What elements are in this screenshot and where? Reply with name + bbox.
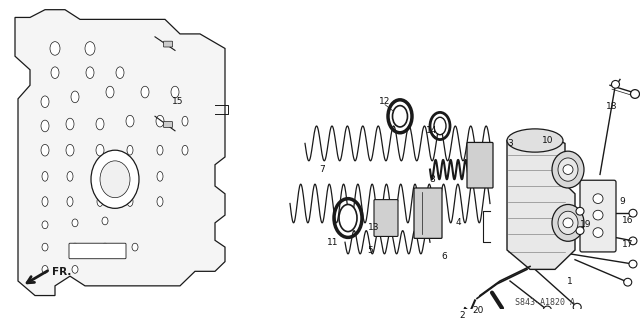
Ellipse shape — [67, 197, 73, 206]
Circle shape — [624, 278, 632, 286]
Circle shape — [629, 260, 637, 268]
Circle shape — [611, 80, 620, 88]
Circle shape — [563, 218, 573, 228]
Circle shape — [630, 90, 639, 98]
Text: 2: 2 — [459, 311, 465, 319]
Text: 7: 7 — [319, 165, 325, 174]
Ellipse shape — [102, 217, 108, 225]
Ellipse shape — [96, 118, 104, 130]
Circle shape — [629, 209, 637, 217]
Ellipse shape — [127, 145, 133, 155]
Text: 15: 15 — [172, 97, 184, 106]
Ellipse shape — [67, 172, 73, 181]
Text: 9: 9 — [619, 197, 625, 206]
Text: S843-A1820 A: S843-A1820 A — [515, 298, 575, 307]
Ellipse shape — [86, 67, 94, 78]
Circle shape — [593, 210, 603, 220]
Text: FR.: FR. — [52, 267, 72, 277]
Ellipse shape — [97, 197, 103, 206]
Ellipse shape — [182, 145, 188, 155]
Circle shape — [576, 227, 584, 234]
Polygon shape — [15, 10, 225, 295]
Ellipse shape — [91, 150, 139, 208]
Ellipse shape — [72, 219, 78, 227]
Ellipse shape — [157, 197, 163, 206]
Ellipse shape — [66, 145, 74, 156]
Text: 5: 5 — [367, 246, 373, 255]
Ellipse shape — [71, 91, 79, 103]
Text: 4: 4 — [455, 219, 461, 227]
Ellipse shape — [392, 106, 408, 127]
Text: 8: 8 — [429, 175, 435, 184]
Ellipse shape — [42, 172, 48, 181]
Ellipse shape — [558, 158, 578, 181]
Ellipse shape — [339, 204, 357, 232]
Ellipse shape — [507, 129, 563, 152]
Ellipse shape — [96, 145, 104, 156]
FancyBboxPatch shape — [374, 200, 398, 236]
FancyBboxPatch shape — [580, 180, 616, 252]
Text: 6: 6 — [441, 252, 447, 261]
Text: 14: 14 — [426, 126, 438, 135]
Circle shape — [563, 165, 573, 174]
Ellipse shape — [97, 172, 103, 181]
Ellipse shape — [126, 115, 134, 127]
Ellipse shape — [42, 265, 48, 273]
Ellipse shape — [66, 118, 74, 130]
Ellipse shape — [41, 145, 49, 156]
Text: 12: 12 — [380, 97, 390, 106]
Text: 16: 16 — [622, 216, 634, 226]
Ellipse shape — [127, 197, 133, 206]
Text: 1: 1 — [567, 277, 573, 286]
Ellipse shape — [157, 145, 163, 155]
Ellipse shape — [157, 172, 163, 181]
Circle shape — [576, 207, 584, 215]
Text: 18: 18 — [606, 102, 618, 111]
Ellipse shape — [102, 243, 108, 251]
Ellipse shape — [434, 117, 446, 135]
Circle shape — [593, 194, 603, 204]
Text: 11: 11 — [327, 238, 339, 247]
Ellipse shape — [132, 243, 138, 251]
Ellipse shape — [182, 116, 188, 126]
Text: 10: 10 — [542, 136, 554, 145]
Text: 13: 13 — [368, 223, 380, 232]
Ellipse shape — [41, 96, 49, 108]
Ellipse shape — [42, 221, 48, 229]
FancyBboxPatch shape — [163, 122, 173, 127]
Ellipse shape — [106, 86, 114, 98]
Ellipse shape — [552, 204, 584, 241]
Ellipse shape — [552, 151, 584, 188]
Ellipse shape — [50, 42, 60, 55]
Ellipse shape — [116, 67, 124, 78]
Ellipse shape — [156, 115, 164, 127]
FancyBboxPatch shape — [69, 243, 126, 259]
FancyBboxPatch shape — [163, 41, 173, 47]
Text: 3: 3 — [507, 139, 513, 148]
Ellipse shape — [100, 161, 130, 198]
Ellipse shape — [41, 120, 49, 132]
Text: 19: 19 — [580, 220, 592, 229]
Text: 17: 17 — [622, 240, 634, 249]
Ellipse shape — [42, 243, 48, 251]
Ellipse shape — [171, 86, 179, 98]
Text: 20: 20 — [472, 306, 484, 315]
Ellipse shape — [558, 211, 578, 234]
FancyBboxPatch shape — [414, 188, 442, 238]
Polygon shape — [507, 131, 575, 269]
Ellipse shape — [42, 197, 48, 206]
FancyBboxPatch shape — [467, 143, 493, 188]
Circle shape — [629, 237, 637, 245]
Ellipse shape — [72, 265, 78, 273]
Circle shape — [593, 228, 603, 237]
Ellipse shape — [72, 243, 78, 251]
Ellipse shape — [85, 42, 95, 55]
Circle shape — [573, 303, 581, 311]
Circle shape — [543, 306, 551, 314]
Ellipse shape — [51, 67, 59, 78]
Ellipse shape — [127, 172, 133, 181]
Ellipse shape — [141, 86, 149, 98]
